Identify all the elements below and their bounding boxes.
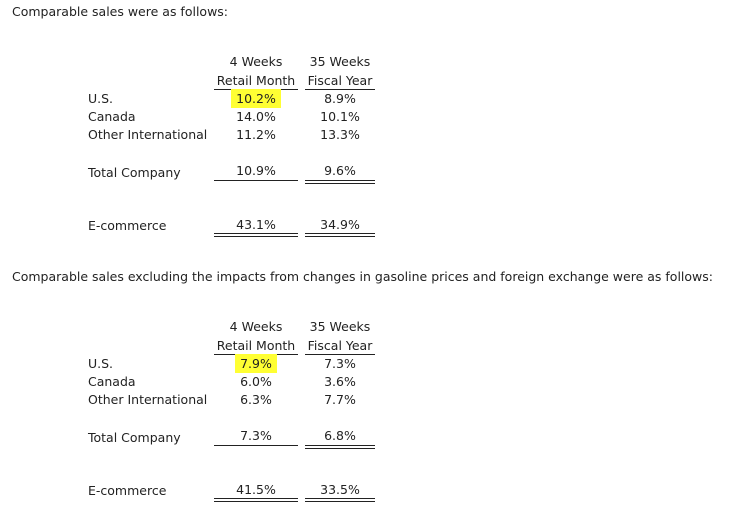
row-value-month: 7.3% <box>240 428 272 443</box>
section2-intro: Comparable sales excluding the impacts f… <box>12 269 713 284</box>
row-label-us: U.S. <box>88 356 114 371</box>
row-label-total-company: Total Company <box>88 165 181 180</box>
row-label-total-company: Total Company <box>88 430 181 445</box>
row-label-canada: Canada <box>88 109 136 124</box>
row-label-other-international: Other International <box>88 392 208 407</box>
row-value-month: 14.0% <box>236 109 276 124</box>
total-underline <box>214 180 298 181</box>
row-value-year: 9.6% <box>324 163 356 178</box>
ecommerce-double-underline <box>214 233 298 237</box>
row-value-year: 3.6% <box>324 374 356 389</box>
col2-header-line1: 35 Weeks <box>309 319 371 334</box>
row-value-year: 7.3% <box>324 356 356 371</box>
row-label-other-international: Other International <box>88 127 208 142</box>
col1-header-line1: 4 Weeks <box>229 319 283 334</box>
total-underline <box>214 445 298 446</box>
row-value-year: 8.9% <box>324 91 356 106</box>
col2-header-line2: Fiscal Year <box>305 337 375 355</box>
row-label-ecommerce: E-commerce <box>88 483 167 498</box>
section1-intro: Comparable sales were as follows: <box>12 4 229 19</box>
row-value-year: 10.1% <box>320 109 360 124</box>
highlighted-value: 7.9% <box>235 354 277 373</box>
highlighted-value: 10.2% <box>231 89 281 108</box>
col1-header-line1: 4 Weeks <box>229 54 283 69</box>
row-value-year: 33.5% <box>320 482 360 497</box>
ecommerce-double-underline <box>214 498 298 502</box>
col1-header-line2: Retail Month <box>214 72 298 90</box>
ecommerce-double-underline <box>305 233 375 237</box>
row-value-month: 6.3% <box>240 392 272 407</box>
row-value-month: 43.1% <box>236 217 276 232</box>
ecommerce-double-underline <box>305 498 375 502</box>
row-label-us: U.S. <box>88 91 114 106</box>
row-value-year: 7.7% <box>324 392 356 407</box>
total-underline <box>305 180 375 184</box>
col2-header-line1: 35 Weeks <box>309 54 371 69</box>
row-value-year: 13.3% <box>320 127 360 142</box>
row-value-month: 11.2% <box>236 127 276 142</box>
col1-header-line2: Retail Month <box>214 337 298 355</box>
total-underline <box>305 445 375 449</box>
row-value-year: 6.8% <box>324 428 356 443</box>
row-value-month: 10.9% <box>236 163 276 178</box>
col2-header-line2: Fiscal Year <box>305 72 375 90</box>
row-value-month: 6.0% <box>240 374 272 389</box>
row-value-year: 34.9% <box>320 217 360 232</box>
row-label-canada: Canada <box>88 374 136 389</box>
row-label-ecommerce: E-commerce <box>88 218 167 233</box>
row-value-month: 41.5% <box>236 482 276 497</box>
